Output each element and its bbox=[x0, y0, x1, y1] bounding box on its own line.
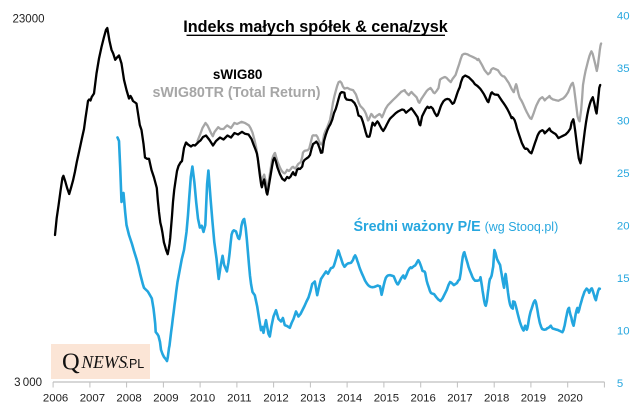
svg-text:2013: 2013 bbox=[300, 393, 325, 405]
svg-text:10: 10 bbox=[617, 326, 630, 338]
svg-text:2007: 2007 bbox=[80, 393, 105, 405]
svg-text:40: 40 bbox=[617, 11, 630, 23]
svg-text:2016: 2016 bbox=[411, 393, 436, 405]
svg-text:2019: 2019 bbox=[521, 393, 546, 405]
svg-text:2020: 2020 bbox=[558, 393, 583, 405]
svg-text:2008: 2008 bbox=[116, 393, 141, 405]
svg-text:sWIG80TR (Total Return): sWIG80TR (Total Return) bbox=[152, 85, 320, 101]
svg-text:Indeks małych spółek & cena/zy: Indeks małych spółek & cena/zysk bbox=[183, 18, 449, 36]
svg-text:23000: 23000 bbox=[13, 13, 45, 25]
svg-text:35: 35 bbox=[617, 63, 630, 75]
svg-text:Średni ważony P/E (wg Stooq.pl: Średni ważony P/E (wg Stooq.pl) bbox=[354, 217, 559, 235]
svg-text:2017: 2017 bbox=[447, 393, 472, 405]
svg-text:20: 20 bbox=[617, 221, 630, 233]
svg-text:2014: 2014 bbox=[337, 393, 362, 405]
svg-text:NEWS: NEWS bbox=[81, 352, 128, 372]
svg-text:2018: 2018 bbox=[484, 393, 509, 405]
svg-text:2010: 2010 bbox=[190, 393, 215, 405]
svg-text:2015: 2015 bbox=[374, 393, 399, 405]
svg-text:3 000: 3 000 bbox=[14, 377, 42, 389]
svg-text:2006: 2006 bbox=[43, 393, 68, 405]
svg-text:Q: Q bbox=[62, 349, 80, 376]
svg-text:5: 5 bbox=[617, 378, 623, 390]
svg-text:25: 25 bbox=[617, 168, 630, 180]
svg-text:30: 30 bbox=[617, 116, 630, 128]
svg-text:sWIG80: sWIG80 bbox=[213, 67, 263, 82]
svg-text:2009: 2009 bbox=[153, 393, 178, 405]
svg-text:2011: 2011 bbox=[227, 393, 252, 405]
svg-text:15: 15 bbox=[617, 273, 630, 285]
svg-text:.PL: .PL bbox=[126, 357, 145, 371]
svg-text:2012: 2012 bbox=[263, 393, 288, 405]
